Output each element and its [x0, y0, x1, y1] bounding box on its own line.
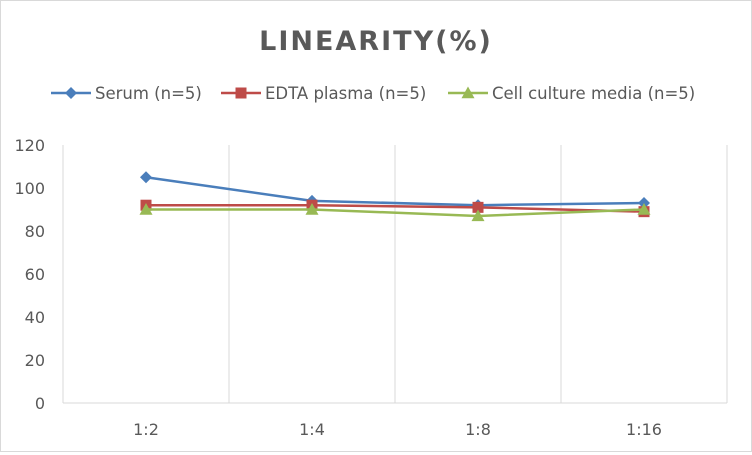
y-tick-label: 120 [14, 136, 45, 155]
data-point [140, 171, 152, 184]
x-tick-label: 1:8 [465, 420, 491, 439]
legend-item: EDTA plasma (n=5) [221, 84, 426, 103]
series-line [146, 203, 645, 213]
data-point [472, 201, 484, 213]
grid-lines [62, 145, 728, 403]
legend-marker [65, 87, 77, 99]
data-point [305, 203, 319, 215]
x-tick-label: 1:4 [299, 420, 325, 439]
legend-marker [235, 87, 247, 99]
legend-label: Serum (n=5) [95, 84, 202, 103]
chart-legend: Serum (n=5) EDTA plasma (n=5) Cell culture… [51, 84, 695, 103]
y-tick-label: 100 [14, 179, 45, 198]
legend-item: Serum (n=5) [51, 84, 202, 103]
data-point [471, 209, 485, 222]
axes: 0 20 40 60 80 100 120 1:2 1:4 1:8 1:16 [14, 136, 727, 439]
y-tick-label: 0 [35, 394, 45, 413]
series-cell-culture-media-n-5 [139, 203, 651, 222]
series-layer [139, 171, 651, 222]
legend-label: EDTA plasma (n=5) [265, 84, 426, 103]
y-tick-label: 80 [25, 222, 45, 241]
data-point [637, 203, 651, 215]
y-tick-label: 20 [25, 351, 45, 370]
series-line [145, 176, 645, 207]
series-line [146, 208, 645, 218]
x-tick-label: 1:2 [133, 420, 159, 439]
legend-label: Cell culture media (n=5) [492, 84, 695, 103]
data-point [139, 203, 153, 215]
legend-item: Cell culture media (n=5) [448, 84, 695, 103]
legend-marker [461, 86, 475, 99]
x-tick-label: 1:16 [626, 420, 662, 439]
chart-title: LINEARITY(%) [259, 26, 493, 57]
y-tick-label: 60 [25, 265, 45, 284]
y-tick-label: 40 [25, 308, 45, 327]
